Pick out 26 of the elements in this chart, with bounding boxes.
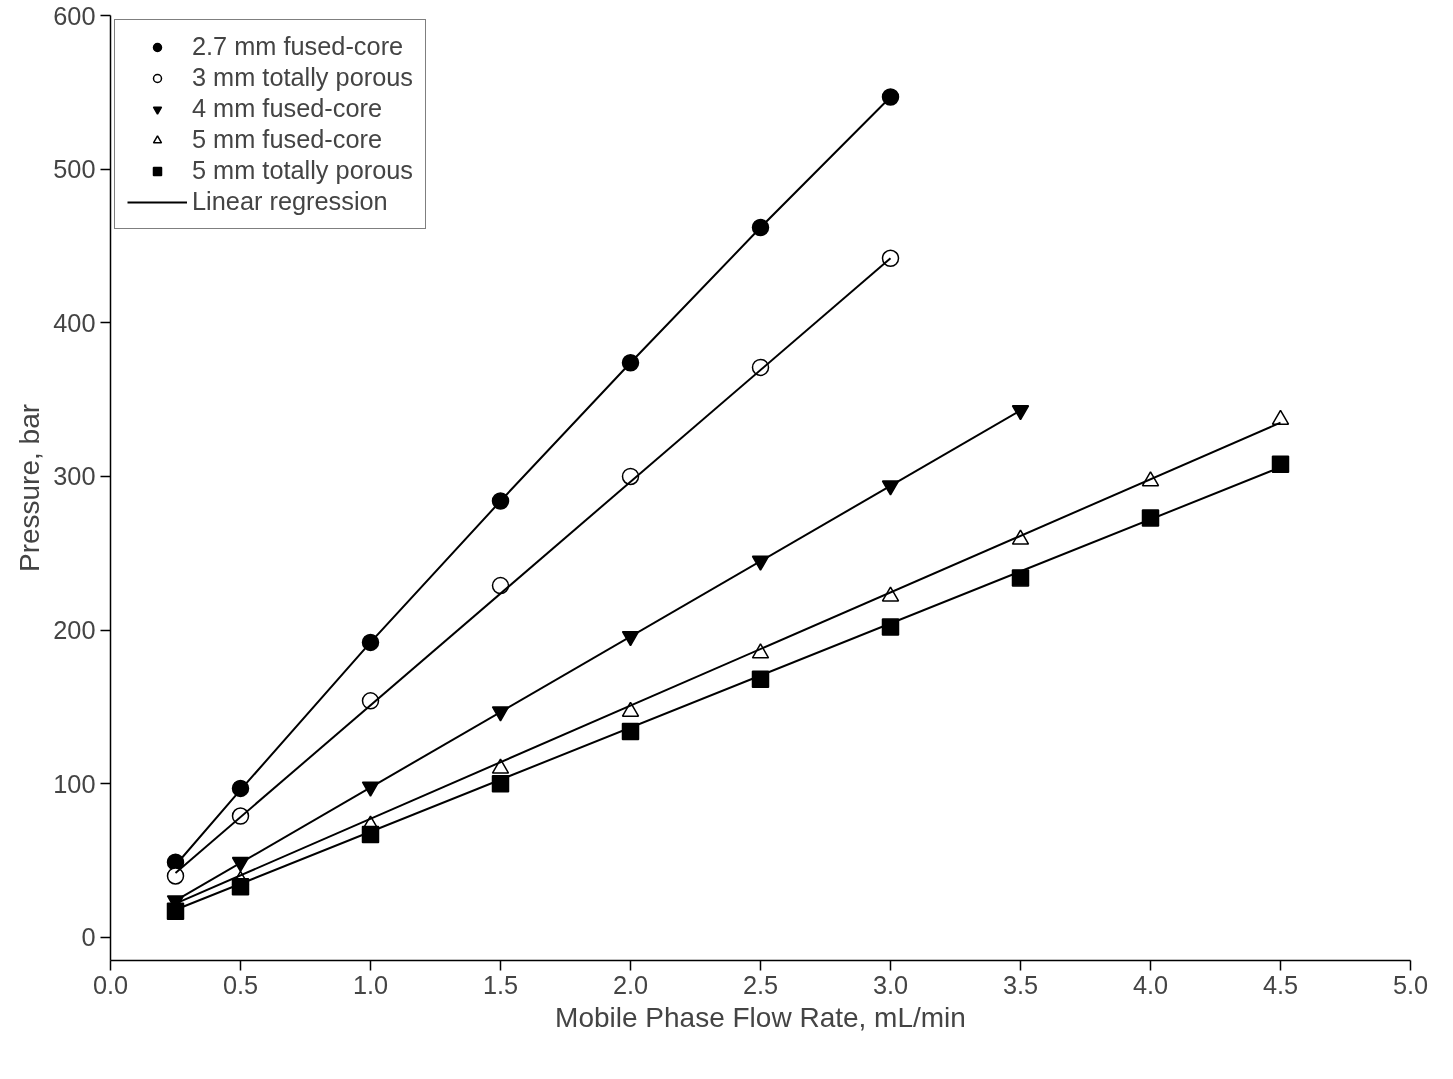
legend-label: 2.7 mm fused-core bbox=[192, 32, 404, 61]
x-tick-label: 1.5 bbox=[482, 970, 519, 999]
x-tick-label: 3.5 bbox=[1002, 970, 1039, 999]
y-tick-label: 600 bbox=[53, 1, 96, 30]
x-tick-label: 4.5 bbox=[1262, 970, 1299, 999]
x-axis-title: Mobile Phase Flow Rate, mL/min bbox=[555, 1001, 966, 1033]
x-tick-label: 4.0 bbox=[1132, 970, 1169, 999]
y-tick-label: 100 bbox=[53, 769, 96, 798]
legend-label: Linear regression bbox=[192, 187, 388, 216]
y-tick-label: 400 bbox=[53, 308, 96, 337]
y-tick-label: 200 bbox=[53, 616, 96, 645]
x-tick-label: 3.0 bbox=[872, 970, 909, 999]
legend-label: 5 mm fused-core bbox=[192, 125, 383, 154]
x-tick-label: 2.5 bbox=[742, 970, 779, 999]
y-tick-label: 300 bbox=[53, 462, 96, 491]
y-tick-label: 500 bbox=[53, 155, 96, 184]
y-axis-title: Pressure, bar bbox=[14, 403, 46, 573]
legend-label: 4 mm fused-core bbox=[192, 94, 383, 123]
x-tick-label: 0.0 bbox=[92, 970, 129, 999]
y-tick-label: 0 bbox=[81, 923, 96, 952]
x-tick-label: 2.0 bbox=[612, 970, 649, 999]
legend-label: 3 mm totally porous bbox=[192, 63, 414, 92]
legend-label: 5 mm totally porous bbox=[192, 156, 414, 185]
x-tick-label: 1.0 bbox=[352, 970, 389, 999]
x-tick-label: 0.5 bbox=[222, 970, 259, 999]
x-tick-label: 5.0 bbox=[1392, 970, 1429, 999]
